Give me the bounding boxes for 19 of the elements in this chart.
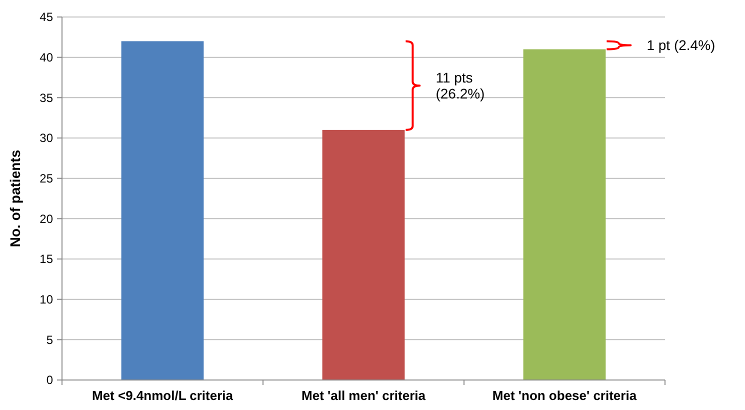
annotation: 1 pt (2.4%) <box>646 37 716 54</box>
x-tick-label: Met 'all men' criteria <box>302 388 426 403</box>
y-tick-label: 0 <box>46 373 54 388</box>
y-tick-label: 35 <box>40 90 54 105</box>
y-tick-label: 5 <box>46 332 54 347</box>
annotation: 11 pts (26.2%) <box>436 69 485 102</box>
y-tick-label: 20 <box>40 212 54 226</box>
y-tick-label: 40 <box>40 50 54 65</box>
x-tick-label: Met 'non obese' criteria <box>492 388 638 403</box>
y-tick-label: 45 <box>40 10 54 24</box>
bar <box>121 41 204 380</box>
y-axis-title: No. of patients <box>7 150 23 248</box>
bar <box>523 49 606 380</box>
y-tick-label: 25 <box>40 172 54 186</box>
y-tick-label: 10 <box>40 292 54 307</box>
x-tick-label: Met <9.4nmol/L criteria <box>92 388 234 403</box>
y-tick-label: 30 <box>40 131 54 146</box>
bar <box>322 130 405 380</box>
y-tick-label: 15 <box>40 252 54 266</box>
